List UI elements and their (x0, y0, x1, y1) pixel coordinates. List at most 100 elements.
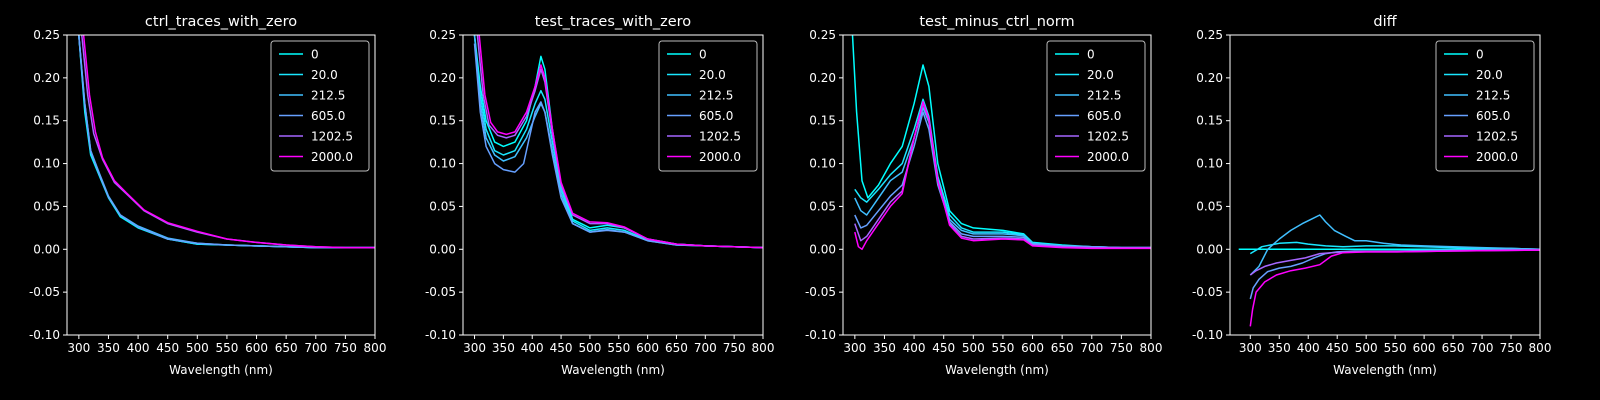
x-tick-label: 400 (127, 341, 150, 355)
series-line-1 (1249, 241, 1540, 255)
series-line-3 (1249, 248, 1540, 300)
y-tick-label: 0.15 (33, 114, 60, 128)
x-tick-label: 600 (1021, 341, 1044, 355)
legend-box (270, 40, 370, 172)
legend-label: 605.0 (311, 109, 345, 123)
legend-label: 605.0 (1087, 109, 1121, 123)
y-tick-label: 0.05 (809, 199, 836, 213)
y-tick-label: 0.15 (1196, 114, 1223, 128)
legend-label: 605.0 (699, 109, 733, 123)
x-axis-label: Wavelength (nm) (1333, 363, 1437, 377)
x-tick-label: 550 (1384, 341, 1407, 355)
y-tick-label: 0.00 (809, 242, 836, 256)
series-line-0 (851, 35, 1151, 249)
panels: ctrl_traces_with_zero Wavelength (nm) 300 3… (29, 14, 1552, 377)
y-tick-label: 0.20 (809, 71, 836, 85)
y-tick-label: 0.20 (33, 71, 60, 85)
x-tick-label: 300 (463, 341, 486, 355)
x-tick-label: 300 (843, 341, 866, 355)
legend: 0 20.0 212.5 605.0 1202.5 2000.0 (1046, 40, 1146, 172)
series-line-5 (854, 101, 1151, 251)
y-tick-label: -0.10 (805, 328, 836, 342)
x-tick-label: 400 (1297, 341, 1320, 355)
axes-frame (842, 34, 1152, 336)
x-tick-label: 700 (1080, 341, 1103, 355)
x-tick-label: 550 (991, 341, 1014, 355)
legend-label: 1202.5 (1476, 130, 1518, 144)
x-axis-label: Wavelength (nm) (561, 363, 665, 377)
legend-label: 1202.5 (311, 130, 353, 144)
chart-title: test_traces_with_zero (535, 14, 692, 30)
chart-panel-2: test_minus_ctrl_norm Wavelength (nm) 300 35… (805, 14, 1163, 377)
x-axis-label: Wavelength (nm) (945, 363, 1049, 377)
legend-box (1046, 40, 1146, 172)
x-tick-label: 550 (215, 341, 238, 355)
x-tick-label: 600 (636, 341, 659, 355)
y-tick-label: -0.05 (425, 285, 456, 299)
x-tick-label: 500 (186, 341, 209, 355)
legend-label: 0 (1087, 48, 1095, 62)
series-group (1238, 214, 1540, 327)
legend-label: 212.5 (311, 89, 345, 103)
y-tick-label: -0.10 (425, 328, 456, 342)
legend: 0 20.0 212.5 605.0 1202.5 2000.0 (1435, 40, 1535, 172)
y-tick-label: 0.20 (1196, 71, 1223, 85)
x-tick-label: 650 (1051, 341, 1074, 355)
x-tick-label: 300 (67, 341, 90, 355)
axes-frame (462, 34, 764, 336)
y-tick-label: 0.05 (1196, 199, 1223, 213)
series-line-5 (82, 35, 375, 249)
y-tick-label: 0.25 (1196, 28, 1223, 42)
chart-title: test_minus_ctrl_norm (919, 14, 1074, 30)
legend-label: 0 (311, 48, 319, 62)
x-tick-label: 750 (334, 341, 357, 355)
series-group (473, 35, 763, 249)
x-tick-label: 350 (873, 341, 896, 355)
x-tick-label: 800 (752, 341, 775, 355)
x-tick-label: 500 (1355, 341, 1378, 355)
x-tick-label: 700 (694, 341, 717, 355)
y-tick-label: 0.10 (1196, 157, 1223, 171)
axes-frame (66, 34, 376, 336)
series-group (851, 35, 1151, 251)
chart-panel-1: test_traces_with_zero Wavelength (nm) 300 3… (425, 14, 775, 377)
legend-label: 1202.5 (1087, 130, 1129, 144)
x-tick-label: 750 (1500, 341, 1523, 355)
x-tick-label: 800 (1140, 341, 1163, 355)
legend-label: 20.0 (1476, 68, 1503, 82)
x-tick-label: 500 (962, 341, 985, 355)
y-tick-label: 0.15 (809, 114, 836, 128)
x-tick-label: 800 (364, 341, 387, 355)
chart-panel-3: diff Wavelength (nm) 300 350 400 450 500 550 600… (1192, 14, 1552, 377)
chart-title: diff (1373, 14, 1397, 30)
series-line-5 (478, 35, 763, 249)
x-tick-label: 350 (492, 341, 515, 355)
y-tick-label: 0.00 (429, 242, 456, 256)
x-tick-label: 300 (1239, 341, 1262, 355)
x-tick-label: 700 (304, 341, 327, 355)
legend-label: 20.0 (311, 68, 338, 82)
y-tick-label: -0.10 (1192, 328, 1223, 342)
y-tick-label: 0.25 (33, 28, 60, 42)
y-tick-label: 0.10 (429, 157, 456, 171)
x-tick-label: 450 (550, 341, 573, 355)
x-axis-label: Wavelength (nm) (169, 363, 273, 377)
y-tick-label: 0.25 (809, 28, 836, 42)
x-tick-label: 550 (607, 341, 630, 355)
x-tick-label: 350 (97, 341, 120, 355)
y-tick-label: 0.05 (33, 199, 60, 213)
y-tick-label: 0.20 (429, 71, 456, 85)
x-tick-label: 450 (1326, 341, 1349, 355)
y-tick-label: 0.10 (809, 157, 836, 171)
series-line-3 (473, 43, 763, 249)
legend-label: 2000.0 (699, 150, 741, 164)
y-tick-label: -0.05 (805, 285, 836, 299)
axes-frame (1229, 34, 1541, 336)
legend-label: 212.5 (1087, 89, 1121, 103)
legend-label: 212.5 (1476, 89, 1510, 103)
x-tick-label: 400 (521, 341, 544, 355)
y-tick-label: 0.25 (429, 28, 456, 42)
x-tick-label: 600 (1413, 341, 1436, 355)
legend-label: 0 (699, 48, 707, 62)
